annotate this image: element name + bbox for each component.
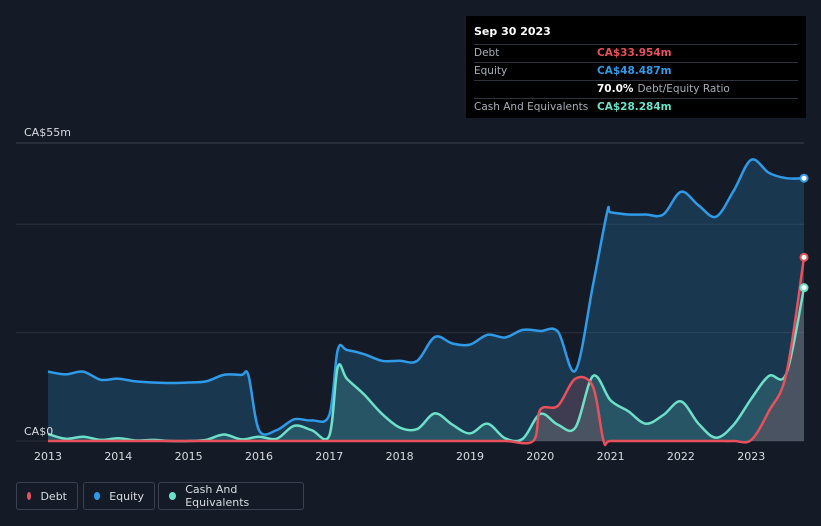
- legend-equity-label: Equity: [109, 489, 144, 503]
- series-endpoints: [799, 173, 809, 293]
- legend-item-debt[interactable]: Debt: [16, 482, 78, 510]
- cash-and-equivalents-end-point: [799, 283, 809, 293]
- tooltip-cash-label: Cash And Equivalents: [474, 101, 589, 113]
- legend-debt-label: Debt: [40, 489, 67, 503]
- tooltip-row-cash: Cash And Equivalents CA$28.284m: [474, 98, 798, 116]
- debt-line: [48, 257, 806, 447]
- equity-dot-icon: [94, 492, 101, 500]
- cash-dot-icon: [169, 492, 177, 500]
- x-tick-label: 2019: [456, 450, 484, 463]
- debt-end-point: [799, 252, 809, 262]
- x-tick-label: 2018: [386, 450, 414, 463]
- x-tick-label: 2017: [315, 450, 343, 463]
- equity-line: [47, 158, 805, 436]
- legend-item-cash[interactable]: Cash And Equivalents: [158, 482, 304, 510]
- tooltip-ratio-label: [474, 81, 597, 98]
- tooltip-equity-label: Equity: [474, 65, 508, 77]
- tooltip-row-debt: Debt CA$33.954m: [474, 44, 798, 62]
- x-tick-label: 2022: [667, 450, 695, 463]
- tooltip-cash-value: CA$28.284m: [597, 101, 672, 113]
- tooltip-row-ratio: 70.0% Debt/Equity Ratio: [474, 80, 798, 98]
- tooltip-debt-value: CA$33.954m: [597, 47, 672, 59]
- y-axis-top-label: CA$55m: [24, 126, 71, 139]
- x-tick-label: 2021: [597, 450, 625, 463]
- x-tick-label: 2016: [245, 450, 273, 463]
- x-tick-label: 2013: [34, 450, 62, 463]
- legend-cash-label: Cash And Equivalents: [185, 483, 250, 509]
- legend-item-equity[interactable]: Equity: [83, 482, 155, 510]
- y-axis-bottom-label: CA$0: [24, 425, 53, 438]
- equity-area: [48, 159, 804, 442]
- x-axis-ticks: 2013 2014 2015 2016 2017 2018 2019 2020 2021 2022…: [34, 450, 765, 463]
- x-tick-label: 2014: [104, 450, 132, 463]
- tooltip-date: Sep 30 2023: [474, 25, 551, 38]
- debt-dot-icon: [27, 492, 32, 500]
- x-tick-label: 2020: [526, 450, 554, 463]
- tooltip-ratio-value: 70.0%: [597, 83, 634, 95]
- x-tick-label: 2023: [737, 450, 765, 463]
- tooltip-equity-value: CA$48.487m: [597, 65, 672, 77]
- tooltip-panel: Sep 30 2023 Debt CA$33.954m Equity CA$48…: [466, 16, 806, 118]
- tooltip-row-equity: Equity CA$48.487m: [474, 62, 798, 80]
- series-areas: [48, 159, 804, 445]
- equity-end-point: [799, 173, 809, 183]
- x-tick-label: 2015: [175, 450, 203, 463]
- tooltip-ratio-caption: Debt/Equity Ratio: [637, 83, 730, 95]
- tooltip-debt-label: Debt: [474, 47, 500, 59]
- series-lines: [47, 158, 806, 447]
